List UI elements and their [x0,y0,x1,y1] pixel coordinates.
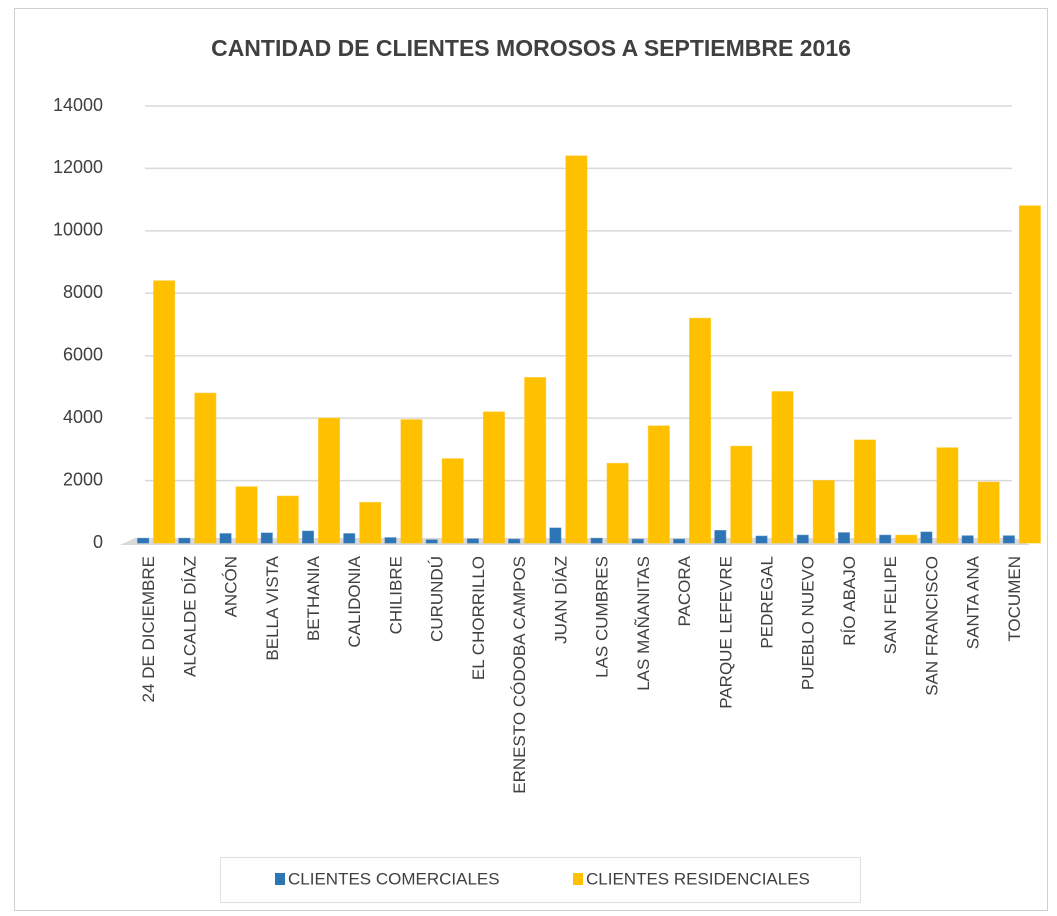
x-tick-label: JUAN DÍAZ [551,556,570,644]
x-tick-label: PEDREGAL [758,556,777,649]
bar [524,377,547,544]
x-tick-label: PARQUE LEFEVRE [716,556,735,709]
x-tick-label: BETHANIA [304,555,323,641]
legend-marker [275,873,285,885]
bar [194,392,217,544]
bar [812,480,835,544]
x-tick-label: LAS CUMBRES [593,556,612,678]
x-tick-label: RÍO ABAJO [840,556,859,646]
bar [137,537,150,544]
x-tick-label: ANCÓN [222,556,241,617]
chart-title: CANTIDAD DE CLIENTES MOROSOS A SEPTIEMBR… [211,35,851,61]
y-tick-label: 12000 [53,157,103,177]
bar [689,317,712,544]
y-tick-label: 14000 [53,95,103,115]
bar [400,419,423,544]
bar [508,538,521,544]
x-tick-label: ERNESTO CÓDOBA CAMPOS [510,556,529,794]
bar [977,481,1000,544]
bar [260,532,273,544]
bar [796,534,809,544]
x-tick-label: ALCALDE DÍAZ [180,556,199,677]
bar [879,534,892,544]
bar [1018,205,1041,544]
x-tick-label: SAN FRANCISCO [922,556,941,696]
bar [606,462,629,544]
bar [590,537,603,544]
bar [153,280,176,544]
x-tick-label: BELLA VISTA [263,555,282,660]
legend-marker [573,873,583,885]
legend-box [220,857,861,903]
x-tick-label: LAS MAÑANITAS [634,556,653,691]
x-tick-label: CALIDONIA [345,555,364,647]
bar [235,486,258,544]
y-tick-label: 4000 [63,407,103,427]
x-tick-label: SAN FELIPE [881,556,900,654]
bar [895,534,918,544]
y-tick-label: 2000 [63,469,103,489]
bar [730,445,753,544]
bar [549,527,562,544]
bar [318,417,341,544]
bar [837,532,850,544]
bar [359,501,382,544]
y-tick-label: 6000 [63,344,103,364]
bar [961,535,974,544]
bar [425,539,438,544]
bar [302,530,315,544]
bar [1002,535,1015,544]
x-tick-label: TOCUMEN [1005,556,1024,642]
bar [466,538,479,544]
x-tick-label: CHILIBRE [386,556,405,634]
x-tick-label: PUEBLO NUEVO [799,556,818,690]
legend-label: CLIENTES RESIDENCIALES [586,869,810,888]
bar [178,537,191,544]
bar [631,538,644,544]
bar [936,447,959,544]
bar [565,155,588,544]
bar [276,495,299,544]
y-tick-label: 0 [93,532,103,552]
bar [714,530,727,544]
x-tick-label: EL CHORRILLO [469,556,488,680]
bar [920,531,933,544]
legend-label: CLIENTES COMERCIALES [288,869,500,888]
x-tick-label: 24 DE DICIEMBRE [139,556,158,702]
bar [673,538,686,544]
y-tick-label: 10000 [53,220,103,240]
bar [755,535,768,544]
bar [441,458,464,544]
bar [482,411,505,544]
bar [343,533,356,544]
bar [771,391,794,544]
x-tick-label: SANTA ANA [964,555,983,649]
x-tick-label: PACORA [675,555,694,626]
bar [384,537,397,544]
bar [647,425,670,544]
bar [219,533,232,544]
y-tick-label: 8000 [63,282,103,302]
x-tick-label: CURUNDÚ [428,556,447,642]
bar [853,439,876,544]
